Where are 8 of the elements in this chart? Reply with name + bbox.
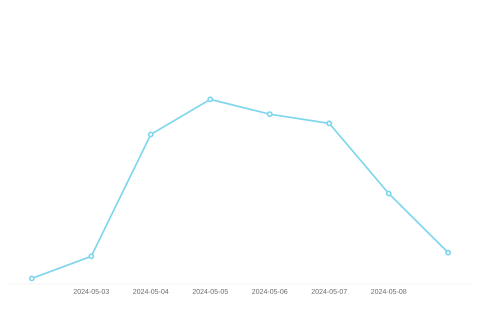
point	[207, 96, 214, 102]
point	[88, 253, 94, 260]
point	[28, 275, 35, 282]
point	[266, 111, 273, 118]
point	[148, 131, 154, 138]
point	[326, 120, 332, 126]
point	[386, 190, 392, 196]
point	[445, 250, 452, 256]
